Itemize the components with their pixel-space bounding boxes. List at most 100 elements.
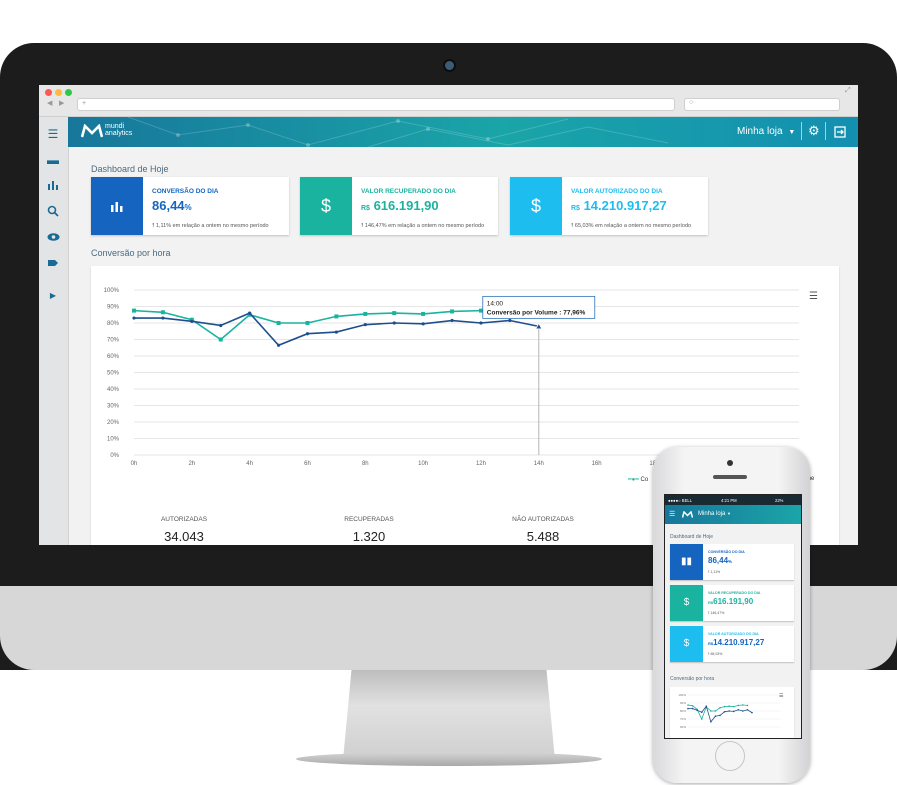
chevron-down-icon: ▼ — [727, 511, 731, 516]
logo-m-icon — [682, 511, 693, 518]
data-point — [218, 337, 223, 342]
x-tick-label: 4h — [246, 461, 253, 467]
data-point — [737, 709, 740, 711]
bar-chart-icon: ▮▮ — [670, 544, 703, 580]
chart-menu-icon[interactable]: ☰ — [809, 291, 818, 302]
logout-icon[interactable] — [834, 125, 846, 143]
data-point — [710, 710, 712, 712]
data-point — [728, 710, 730, 712]
y-tick-label: 60% — [107, 354, 120, 360]
data-point — [691, 705, 694, 707]
chart-menu-icon[interactable]: ☰ — [779, 693, 784, 699]
series-line — [133, 309, 510, 341]
card-footnote: 🠕 146,47% em relação a ontem no mesmo pe… — [361, 222, 484, 231]
phone-kpi-card-recovered[interactable]: $ VALOR RECUPERADO DO DIA R$616.191,90 🠕… — [670, 585, 794, 621]
card-value-suffix: % — [184, 203, 192, 212]
search-icon: ○ — [689, 99, 694, 106]
data-point — [132, 308, 136, 313]
dollar-icon: $ — [670, 585, 703, 621]
maximize-window-button[interactable] — [65, 89, 72, 96]
store-selector[interactable]: Minha loja ▼ — [737, 126, 795, 137]
card-currency: R$ — [708, 600, 714, 605]
stat-value: 5.488 — [526, 529, 560, 544]
tag-icon[interactable] — [46, 257, 60, 271]
phone-camera — [727, 460, 733, 466]
card-currency: R$ — [708, 641, 714, 646]
data-point — [691, 707, 694, 710]
data-point — [746, 704, 749, 707]
data-point — [742, 704, 744, 706]
phone-time: 4:21 PM — [721, 498, 737, 503]
x-tick-label: 6h — [304, 461, 311, 467]
menu-icon[interactable]: ☰ — [47, 127, 59, 141]
data-point — [334, 330, 338, 334]
bar-chart-icon[interactable] — [46, 179, 60, 193]
data-point — [696, 709, 698, 711]
y-tick-label: 90% — [107, 305, 120, 311]
data-point — [478, 308, 483, 313]
back-arrow-icon[interactable]: ◀ — [47, 100, 53, 107]
browser-search-input[interactable]: ○ — [684, 98, 840, 111]
phone-kpi-card-authorized[interactable]: $ VALOR AUTORIZADO DO DIA R$14.210.917,2… — [670, 626, 794, 662]
y-tick-label: 70% — [107, 338, 120, 344]
minimize-window-button[interactable] — [55, 89, 62, 96]
gear-icon[interactable]: ⚙ — [808, 123, 820, 138]
card-value-number: 86,44 — [708, 556, 729, 565]
card-footnote: 🠕 65,03% — [708, 652, 723, 656]
phone-store-selector[interactable]: Minha loja ▼ — [698, 511, 731, 517]
card-label: VALOR AUTORIZADO DO DIA — [571, 188, 663, 195]
kpi-card-recovered[interactable]: $ VALOR RECUPERADO DO DIA R$ 616.191,90 … — [300, 177, 498, 235]
highlight-marker — [535, 322, 543, 330]
address-bar[interactable]: + — [77, 98, 675, 111]
data-point — [334, 314, 339, 319]
card-footnote: 🠕 65,03% em relação a ontem no mesmo per… — [571, 222, 691, 231]
brand-line1: mundi — [105, 123, 125, 130]
eye-icon[interactable] — [46, 231, 60, 245]
fullscreen-icon[interactable]: ⤢ — [845, 87, 851, 94]
data-point — [161, 316, 165, 320]
card-label: VALOR AUTORIZADO DO DIA — [708, 632, 759, 636]
browser-toolbar: ◀ ▶ + ○ ⤢ — [39, 85, 858, 117]
kpi-card-authorized[interactable]: $ VALOR AUTORIZADO DO DIA R$ 14.210.917,… — [510, 177, 708, 235]
y-tick-label: 20% — [107, 420, 120, 426]
conversion-title: Conversão por hora — [91, 248, 171, 258]
brand-line2: analytics — [105, 130, 133, 137]
card-value: R$ 616.191,90 — [361, 198, 439, 213]
data-point — [363, 323, 367, 327]
logo-m-icon — [81, 124, 103, 138]
card-label: CONVERSÃO DO DIA — [708, 550, 745, 554]
data-point — [190, 319, 194, 323]
menu-icon[interactable]: ☰ — [669, 511, 676, 518]
tooltip-box — [482, 295, 596, 319]
expand-arrow-icon[interactable]: ▶ — [49, 291, 57, 300]
stat-value: 34.043 — [164, 529, 204, 544]
data-point — [479, 321, 483, 325]
webcam — [445, 61, 454, 70]
header-divider-2 — [825, 122, 826, 140]
legend-item-right[interactable]: me — [806, 476, 815, 482]
card-footnote-text: 146,47% — [710, 611, 725, 615]
sidebar: ☰ ▬ ▶ — [39, 117, 69, 545]
card-footnote: 🠕 146,47% — [708, 611, 725, 615]
phone-line-chart[interactable]: 100% 90% 80% 70% 60% — [670, 687, 794, 738]
forward-arrow-icon[interactable]: ▶ — [59, 100, 65, 107]
store-icon[interactable]: ▬ — [47, 153, 59, 167]
data-point — [719, 714, 721, 717]
x-tick-label: 8h — [362, 461, 369, 467]
card-footnote: 🠕 1,11% — [708, 570, 721, 574]
data-point — [746, 709, 749, 711]
legend-item-left[interactable]: ━●━ Co — [628, 476, 648, 483]
y-tick-label: 30% — [107, 404, 120, 410]
data-point — [700, 711, 703, 713]
phone-kpi-card-conversion[interactable]: ▮▮ CONVERSÃO DO DIA 86,44% 🠕 1,11% — [670, 544, 794, 580]
data-point — [732, 710, 735, 713]
close-window-button[interactable] — [45, 89, 52, 96]
card-value: R$ 14.210.917,27 — [571, 198, 667, 213]
data-point — [160, 310, 165, 315]
data-point — [276, 343, 281, 347]
kpi-card-conversion[interactable]: CONVERSÃO DO DIA 86,44% 🠕 1,11% em relaç… — [91, 177, 289, 235]
new-tab-plus-icon: + — [82, 100, 87, 107]
header-divider — [801, 122, 802, 140]
phone-home-button[interactable] — [715, 741, 745, 771]
search-icon[interactable] — [46, 205, 60, 219]
